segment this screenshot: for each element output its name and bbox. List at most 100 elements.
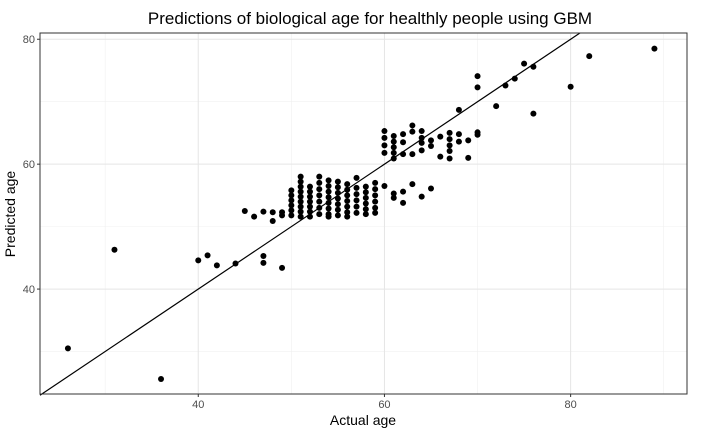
data-point	[362, 194, 369, 201]
data-point	[372, 179, 379, 186]
data-point	[269, 217, 276, 224]
data-point	[446, 142, 453, 149]
data-point	[455, 106, 462, 113]
data-point	[372, 209, 379, 216]
data-point	[390, 149, 397, 156]
data-point	[325, 188, 332, 195]
data-point	[427, 143, 434, 150]
data-point	[344, 213, 351, 220]
data-point	[344, 192, 351, 199]
data-point	[446, 155, 453, 162]
data-point	[362, 183, 369, 190]
data-point	[465, 137, 472, 144]
y-axis-title: Predicted age	[2, 171, 18, 258]
data-point	[334, 212, 341, 219]
data-point	[362, 206, 369, 213]
data-point	[334, 184, 341, 191]
data-point	[427, 185, 434, 192]
data-point	[651, 45, 658, 52]
data-point	[232, 260, 239, 267]
data-point	[381, 183, 388, 190]
data-point	[530, 63, 537, 70]
data-point	[530, 110, 537, 117]
data-point	[362, 189, 369, 196]
data-point	[325, 183, 332, 190]
data-point	[241, 208, 248, 214]
data-point	[381, 149, 388, 156]
data-point	[316, 198, 323, 205]
data-point	[288, 192, 295, 199]
data-point	[446, 129, 453, 136]
data-point	[297, 198, 304, 205]
data-point	[334, 189, 341, 196]
data-point	[455, 138, 462, 145]
data-point	[306, 193, 313, 200]
data-point	[64, 345, 71, 352]
x-tick-label: 80	[565, 399, 577, 411]
data-point	[316, 186, 323, 193]
data-point	[437, 153, 444, 160]
data-point	[474, 73, 481, 80]
data-point	[427, 137, 434, 144]
data-point	[316, 173, 323, 180]
data-point	[474, 84, 481, 91]
data-point	[316, 192, 323, 199]
data-point	[288, 197, 295, 204]
data-point	[390, 138, 397, 145]
data-point	[409, 128, 416, 135]
data-point	[297, 173, 304, 180]
data-point	[288, 207, 295, 214]
data-point	[400, 199, 407, 206]
data-point	[269, 209, 276, 216]
data-point	[353, 184, 360, 191]
data-point	[288, 212, 295, 219]
y-tick-label: 60	[23, 159, 35, 171]
data-point	[297, 193, 304, 200]
data-point	[297, 208, 304, 215]
data-point	[418, 147, 425, 154]
data-point	[260, 259, 267, 266]
data-point	[446, 148, 453, 155]
data-point	[446, 136, 453, 143]
data-point	[400, 131, 407, 138]
data-point	[297, 203, 304, 210]
data-point	[400, 151, 407, 158]
plot-grid	[40, 33, 687, 394]
data-point	[381, 134, 388, 141]
data-point	[297, 178, 304, 185]
data-point	[381, 128, 388, 135]
data-point	[353, 191, 360, 198]
data-point	[316, 211, 323, 218]
data-point	[334, 195, 341, 202]
data-point	[316, 179, 323, 186]
data-point	[381, 142, 388, 149]
data-point	[213, 262, 220, 269]
data-point	[158, 376, 165, 383]
data-point	[288, 187, 295, 194]
data-point	[316, 204, 323, 211]
data-point	[297, 183, 304, 190]
data-point	[455, 131, 462, 138]
data-point	[325, 177, 332, 184]
data-point	[279, 212, 286, 219]
data-point	[418, 134, 425, 141]
x-tick-label: 60	[378, 399, 390, 411]
x-tick-label: 40	[192, 399, 204, 411]
data-point	[465, 154, 472, 161]
data-point	[306, 208, 313, 215]
data-point	[344, 186, 351, 193]
data-point	[260, 252, 267, 259]
data-point	[353, 209, 360, 216]
data-point	[362, 200, 369, 207]
data-point	[390, 144, 397, 151]
data-point	[390, 155, 397, 162]
data-point	[511, 75, 518, 82]
data-point	[353, 197, 360, 204]
data-point	[372, 192, 379, 199]
chart-title: Predictions of biological age for health…	[148, 9, 592, 28]
data-point	[297, 188, 304, 195]
data-point	[353, 174, 360, 181]
data-point	[353, 203, 360, 210]
y-tick-label: 80	[23, 34, 35, 46]
data-point	[334, 206, 341, 213]
